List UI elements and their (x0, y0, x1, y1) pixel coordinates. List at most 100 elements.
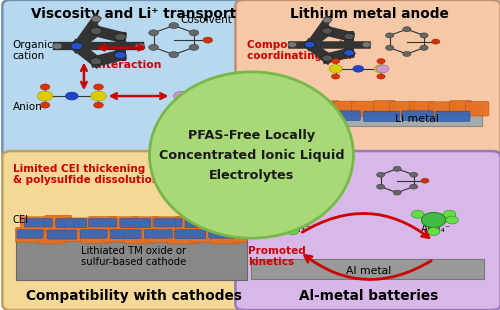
FancyBboxPatch shape (210, 229, 240, 244)
Circle shape (94, 102, 104, 108)
Circle shape (94, 84, 104, 90)
Circle shape (280, 212, 305, 228)
Text: Li⁺: Li⁺ (176, 103, 190, 113)
Circle shape (272, 211, 284, 219)
Circle shape (114, 51, 126, 59)
Circle shape (332, 59, 340, 64)
Circle shape (420, 33, 428, 38)
FancyBboxPatch shape (185, 219, 216, 228)
Circle shape (374, 65, 388, 73)
Circle shape (377, 59, 385, 64)
Circle shape (301, 211, 314, 219)
Text: Li metal: Li metal (394, 114, 438, 124)
Circle shape (344, 50, 354, 56)
Circle shape (376, 172, 384, 177)
Circle shape (332, 74, 340, 79)
FancyBboxPatch shape (312, 101, 340, 115)
Circle shape (90, 27, 102, 35)
FancyBboxPatch shape (80, 228, 111, 243)
Circle shape (335, 178, 343, 183)
FancyBboxPatch shape (190, 228, 218, 242)
FancyBboxPatch shape (17, 230, 43, 238)
Circle shape (322, 28, 332, 34)
FancyBboxPatch shape (208, 230, 236, 238)
Circle shape (443, 210, 456, 218)
Circle shape (203, 37, 212, 43)
Text: SEI: SEI (256, 103, 270, 113)
FancyBboxPatch shape (450, 100, 472, 114)
FancyBboxPatch shape (38, 228, 66, 244)
Circle shape (323, 17, 332, 23)
FancyBboxPatch shape (59, 228, 88, 241)
Text: Organic
cation: Organic cation (12, 40, 53, 61)
Text: Components not
coordinating to Li⁺: Components not coordinating to Li⁺ (246, 40, 357, 61)
FancyBboxPatch shape (104, 228, 131, 242)
FancyBboxPatch shape (124, 228, 154, 244)
FancyBboxPatch shape (232, 228, 247, 242)
FancyBboxPatch shape (144, 230, 172, 238)
Circle shape (148, 44, 158, 50)
Circle shape (38, 91, 53, 101)
Text: Compatibility with cathodes: Compatibility with cathodes (26, 289, 242, 303)
FancyBboxPatch shape (110, 230, 141, 239)
Circle shape (428, 228, 440, 235)
Circle shape (66, 92, 78, 100)
Text: CEI: CEI (12, 215, 28, 225)
Circle shape (280, 178, 290, 184)
Circle shape (298, 155, 306, 160)
Circle shape (91, 16, 101, 22)
Circle shape (344, 33, 354, 40)
Text: Lithiated TM oxide or
sulfur-based cathode: Lithiated TM oxide or sulfur-based catho… (82, 246, 186, 267)
Text: Al metal: Al metal (346, 266, 392, 276)
FancyBboxPatch shape (436, 111, 470, 122)
Circle shape (297, 190, 307, 197)
FancyBboxPatch shape (236, 0, 500, 159)
Circle shape (386, 33, 394, 38)
FancyBboxPatch shape (364, 111, 400, 122)
Circle shape (376, 65, 389, 73)
Circle shape (40, 102, 50, 108)
Text: Al-metal batteries: Al-metal batteries (300, 289, 438, 303)
Circle shape (410, 184, 418, 189)
Text: Lithium metal anode: Lithium metal anode (290, 7, 448, 21)
FancyBboxPatch shape (152, 217, 183, 232)
Circle shape (71, 42, 83, 50)
FancyBboxPatch shape (2, 151, 268, 310)
Circle shape (410, 172, 418, 177)
Circle shape (114, 33, 126, 41)
FancyBboxPatch shape (146, 228, 174, 242)
Circle shape (52, 43, 62, 49)
Circle shape (288, 42, 296, 47)
FancyBboxPatch shape (352, 101, 380, 116)
Circle shape (329, 65, 342, 73)
Circle shape (169, 51, 178, 58)
Circle shape (402, 27, 411, 32)
FancyBboxPatch shape (274, 101, 301, 116)
Circle shape (322, 55, 332, 61)
FancyBboxPatch shape (333, 101, 356, 114)
FancyBboxPatch shape (65, 218, 96, 232)
Text: PFAS-Free Locally
Concentrated Ionic Liquid
Electrolytes: PFAS-Free Locally Concentrated Ionic Liq… (158, 129, 344, 181)
FancyBboxPatch shape (374, 100, 396, 114)
Circle shape (386, 45, 394, 50)
FancyBboxPatch shape (167, 229, 198, 244)
FancyBboxPatch shape (410, 101, 434, 114)
Circle shape (318, 170, 328, 176)
Circle shape (90, 58, 102, 65)
FancyBboxPatch shape (24, 219, 52, 227)
FancyBboxPatch shape (80, 230, 107, 238)
FancyBboxPatch shape (16, 237, 246, 281)
FancyBboxPatch shape (174, 230, 206, 239)
FancyBboxPatch shape (89, 219, 117, 227)
FancyBboxPatch shape (88, 216, 117, 231)
Circle shape (432, 39, 440, 44)
Circle shape (265, 178, 273, 183)
Circle shape (393, 166, 401, 171)
Text: Anion: Anion (12, 102, 42, 112)
FancyBboxPatch shape (236, 151, 500, 310)
Text: Promoted
kinetics: Promoted kinetics (248, 246, 306, 267)
Circle shape (393, 190, 401, 195)
FancyBboxPatch shape (466, 101, 489, 116)
FancyBboxPatch shape (402, 111, 434, 121)
FancyBboxPatch shape (110, 217, 139, 232)
